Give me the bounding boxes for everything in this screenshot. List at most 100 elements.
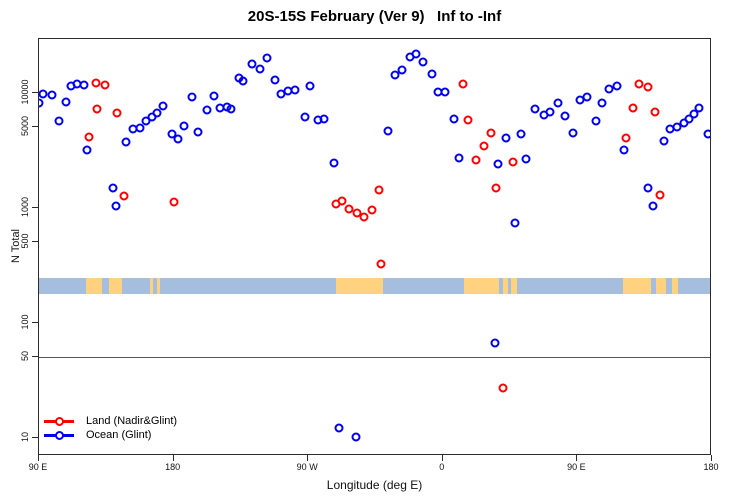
scatter-point-ocean: [179, 121, 189, 131]
scatter-point-ocean: [672, 122, 682, 132]
map-band-land-segment: [149, 278, 153, 295]
scatter-point-land: [498, 383, 508, 393]
scatter-point-land: [376, 259, 386, 269]
scatter-point-ocean: [659, 136, 669, 146]
scatter-point-ocean: [597, 98, 607, 108]
x-tick-mark: [38, 455, 39, 461]
reference-line-50: [39, 357, 710, 359]
scatter-point-ocean: [545, 107, 555, 117]
map-band-land-segment: [502, 278, 508, 295]
scatter-point-ocean: [238, 76, 248, 86]
scatter-point-ocean: [262, 53, 272, 63]
legend-label: Ocean (Glint): [86, 429, 152, 441]
scatter-point-ocean: [173, 134, 183, 144]
scatter-point-ocean: [39, 98, 44, 108]
scatter-point-ocean: [108, 183, 118, 193]
scatter-point-land: [621, 133, 631, 143]
y-tick-label: 50: [20, 351, 30, 362]
scatter-point-land: [471, 155, 481, 165]
scatter-point-ocean: [39, 89, 48, 99]
scatter-point-land: [91, 78, 101, 88]
scatter-point-land: [169, 197, 179, 207]
scatter-point-land: [634, 79, 644, 89]
y-tick-mark: [32, 436, 38, 438]
scatter-point-ocean: [521, 154, 531, 164]
scatter-point-ocean: [351, 432, 361, 442]
scatter-point-land: [112, 108, 122, 118]
map-band-land-segment: [156, 278, 160, 295]
scatter-point-land: [84, 132, 94, 142]
scatter-point-ocean: [247, 59, 257, 69]
scatter-point-ocean: [209, 91, 219, 101]
map-band-land-segment: [623, 278, 651, 295]
scatter-point-ocean: [111, 201, 121, 211]
legend-label: Land (Nadir&Glint): [86, 415, 178, 427]
x-tick-label: 180: [703, 462, 719, 472]
scatter-point-ocean: [390, 70, 400, 80]
chart-title: 20S-15S February (Ver 9) Inf to -Inf: [247, 8, 502, 25]
scatter-point-ocean: [560, 111, 570, 121]
scatter-point-ocean: [383, 126, 393, 136]
scatter-point-land: [367, 205, 377, 215]
map-band-land-segment: [510, 278, 517, 295]
map-band-land-segment: [336, 278, 383, 295]
scatter-point-ocean: [703, 129, 710, 139]
legend-line-circle-icon: [44, 416, 74, 426]
scatter-point-land: [458, 79, 468, 89]
scatter-point-land: [508, 157, 518, 167]
y-tick-mark: [32, 126, 38, 128]
scatter-point-ocean: [226, 104, 236, 114]
scatter-point-ocean: [158, 101, 168, 111]
scatter-point-ocean: [193, 127, 203, 137]
scatter-point-ocean: [319, 114, 329, 124]
legend-ring: [54, 430, 64, 440]
scatter-point-ocean: [47, 90, 57, 100]
y-tick-mark: [32, 206, 38, 208]
scatter-point-ocean: [648, 201, 658, 211]
scatter-point-ocean: [501, 133, 511, 143]
x-tick-label: 0: [439, 462, 445, 472]
scatter-point-ocean: [135, 123, 145, 133]
y-tick-label: 10000: [20, 79, 30, 105]
legend-line-circle-icon: [44, 430, 74, 440]
scatter-point-ocean: [643, 183, 653, 193]
scatter-point-ocean: [305, 81, 315, 91]
scatter-point-ocean: [684, 114, 694, 124]
x-tick-mark: [576, 455, 578, 461]
scatter-point-ocean: [270, 75, 280, 85]
scatter-point-ocean: [290, 85, 300, 95]
scatter-point-ocean: [121, 137, 131, 147]
scatter-point-ocean: [530, 104, 540, 114]
scatter-point-ocean: [334, 423, 344, 433]
y-tick-mark: [32, 241, 38, 243]
x-tick-mark: [307, 455, 309, 461]
scatter-point-land: [650, 107, 660, 117]
map-band: [39, 278, 710, 295]
scatter-point-ocean: [612, 81, 622, 91]
scatter-point-ocean: [689, 109, 699, 119]
x-tick-label: 90 E: [28, 462, 48, 472]
scatter-point-land: [643, 82, 653, 92]
x-axis-label: Longitude (deg E): [326, 478, 423, 492]
x-tick-mark: [172, 455, 174, 461]
scatter-point-ocean: [591, 116, 601, 126]
scatter-point-ocean: [619, 145, 629, 155]
scatter-point-ocean: [152, 108, 162, 118]
scatter-point-ocean: [694, 103, 704, 113]
x-tick-mark: [441, 455, 443, 461]
map-band-land-segment: [672, 278, 679, 295]
x-tick-label: 90 E: [567, 462, 586, 472]
scatter-point-ocean: [449, 114, 459, 124]
scatter-point-ocean: [418, 57, 428, 67]
scatter-point-ocean: [440, 87, 450, 97]
scatter-point-land: [479, 141, 489, 151]
scatter-point-ocean: [79, 80, 89, 90]
scatter-point-land: [119, 191, 129, 201]
scatter-point-ocean: [493, 159, 503, 169]
scatter-point-land: [374, 185, 384, 195]
scatter-point-ocean: [490, 338, 500, 348]
x-tick-label: 90 W: [296, 462, 318, 472]
scatter-point-land: [92, 104, 102, 114]
scatter-point-land: [100, 80, 110, 90]
